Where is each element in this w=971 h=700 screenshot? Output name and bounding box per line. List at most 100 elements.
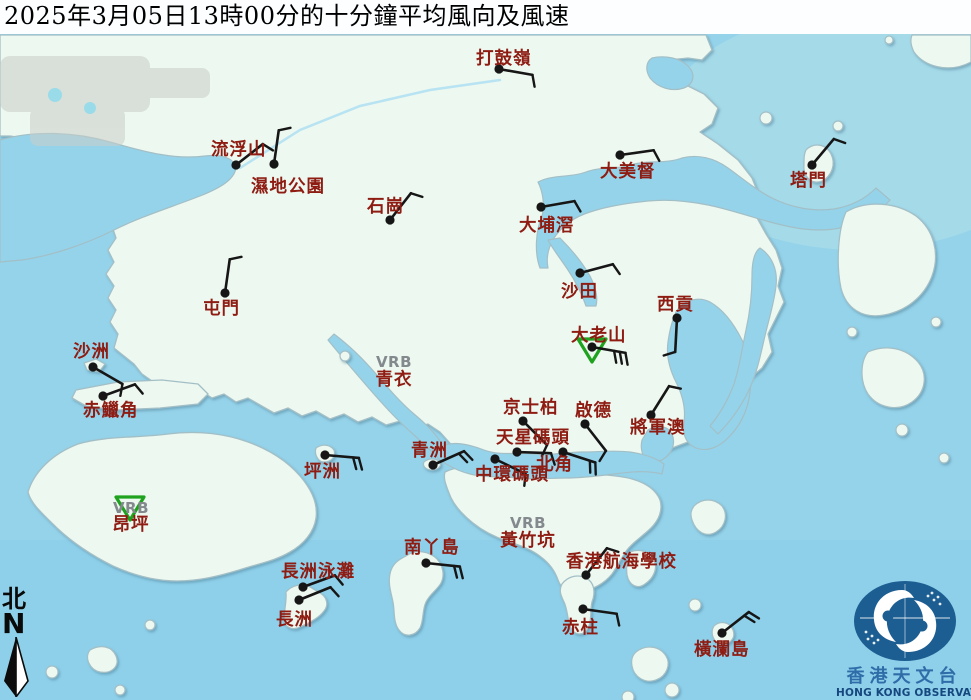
station-dot: [320, 450, 330, 460]
wind-barb-shaft: [810, 137, 836, 167]
rambler-channel: [327, 333, 443, 453]
station-shek-kong: 石崗: [366, 191, 424, 225]
station-ta-kwu-ling: 打鼓嶺: [476, 48, 536, 88]
daguilar-peninsula: [625, 549, 657, 588]
wind-barb-shaft: [649, 384, 671, 417]
wind-barb-tick: [662, 350, 677, 357]
station-tates-cairn: 大老山: [571, 325, 629, 366]
wind-barb-tick: [611, 263, 621, 276]
wind-barb-tick: [329, 586, 340, 598]
wind-barb-tick: [573, 199, 582, 213]
station-sha-tin: 沙田: [561, 262, 621, 302]
station-label: 赤柱: [562, 617, 599, 638]
wind-barb-tick: [333, 574, 344, 586]
station-tai-po-kau: 大埔滘: [519, 199, 582, 236]
wind-barb-tick: [624, 351, 629, 366]
wind-barb-tick: [531, 73, 536, 88]
triangle-marker-icon: [576, 337, 608, 364]
station-label: 長洲泳灘: [281, 561, 355, 582]
station-label: 赤鱲角: [83, 400, 139, 421]
wind-barb-tick: [357, 456, 364, 471]
landmasses: [0, 34, 785, 635]
station-dot: [672, 313, 682, 323]
wind-barb-shaft: [583, 422, 608, 453]
wind-barb-shaft: [497, 67, 534, 77]
station-dot: [580, 419, 590, 429]
station-label: 青衣: [376, 369, 413, 390]
station-peng-chau: 坪洲: [304, 450, 364, 482]
sai-kung-east-island: [837, 203, 937, 317]
station-dot: [581, 570, 591, 580]
wind-barb-tick: [652, 149, 661, 163]
station-dot: [269, 159, 279, 169]
north-arrow-icon: [4, 637, 29, 697]
wind-barb-tick: [618, 350, 624, 365]
vrb-label: VRB: [376, 353, 412, 371]
wind-barb-shaft: [578, 262, 615, 275]
wind-barb-shaft: [521, 419, 549, 447]
hko-name-english: HONG KONG OBSERVATORY: [836, 687, 971, 699]
airport-island: [71, 379, 209, 411]
station-dot: [490, 454, 500, 464]
wind-barb-shaft: [673, 316, 679, 354]
shing-mun-channel: [547, 237, 598, 307]
station-dot: [512, 447, 522, 457]
vrb-label: VRB: [510, 514, 546, 532]
vrb-label: VRB: [113, 499, 149, 517]
wind-barb-tick: [549, 451, 556, 466]
wind-barb-shaft: [584, 546, 609, 577]
wind-barb-tick: [743, 614, 756, 624]
station-cheung-chau: 長洲: [276, 585, 340, 630]
station-star-ferry-pier: 天星碼頭: [496, 428, 570, 466]
map-title: 2025年3月05日13時00分的十分鐘平均風向及風速: [0, 0, 971, 34]
station-tseung-kwan-o: 將軍澳: [630, 384, 686, 438]
islands: [45, 34, 971, 700]
junk-bay: [640, 425, 675, 465]
wind-barb-tick: [228, 255, 243, 261]
station-label: 京士柏: [503, 397, 559, 418]
pond: [84, 102, 96, 114]
starling-inlet: [646, 56, 694, 91]
station-label: 大埔滘: [519, 215, 575, 236]
station-chek-lap-kok: 赤鱲角: [83, 383, 144, 421]
wind-barb-tick: [615, 612, 621, 627]
station-dot: [717, 628, 727, 638]
triangle-marker-icon: [114, 495, 146, 522]
station-dot: [494, 64, 504, 74]
wind-barb-shaft: [493, 457, 527, 476]
clearwater-bay-east: [709, 247, 777, 435]
station-label: 天星碼頭: [496, 428, 570, 448]
corner-island: [910, 34, 971, 69]
station-dot: [807, 160, 817, 170]
wind-barb-tick: [523, 472, 527, 488]
wind-barb-shaft: [581, 607, 618, 616]
station-tap-mun: 塔門: [790, 137, 847, 191]
station-dot: [587, 342, 597, 352]
station-green-island: 青洲: [411, 440, 474, 470]
wind-barb-shaft: [223, 258, 232, 295]
station-label: 黃竹坑: [499, 530, 556, 551]
station-label: 沙田: [561, 282, 598, 302]
station-label: 北角: [536, 454, 573, 475]
station-label: 將軍澳: [630, 417, 686, 438]
station-kai-tak: 啟德: [575, 400, 611, 463]
station-dot: [298, 582, 308, 592]
station-wetland-park: 濕地公園: [251, 126, 325, 197]
station-lamma-island: 南丫島: [404, 537, 464, 580]
wind-barb-shaft: [234, 142, 265, 167]
urban-patches: [0, 56, 210, 146]
wind-barb-shaft: [539, 199, 576, 209]
station-label: 打鼓嶺: [476, 48, 532, 69]
station-tuen-mun: 屯門: [203, 255, 243, 319]
station-label: 屯門: [203, 298, 240, 319]
po-toi-island: [631, 646, 669, 682]
station-central-pier: 中環碼頭: [475, 454, 548, 488]
station-label: 長洲: [276, 610, 313, 630]
station-hk-sea-school: 香港航海學校: [566, 546, 676, 580]
station-label: 濕地公園: [251, 176, 325, 197]
hko-name-chinese: 香港天文台: [846, 666, 962, 687]
